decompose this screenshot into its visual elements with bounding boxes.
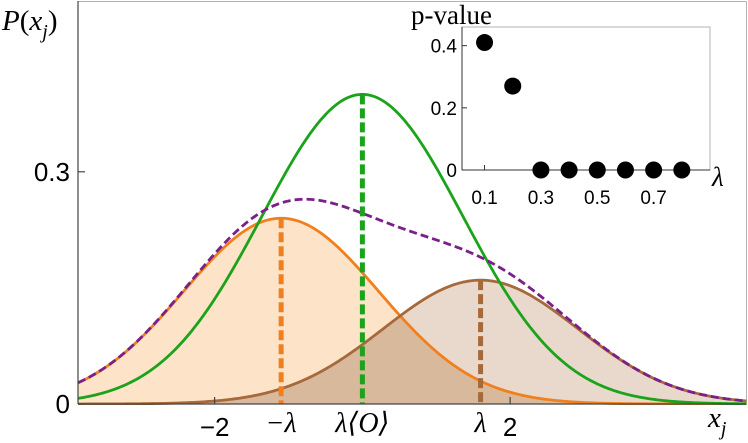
y-tick-label-0: 0 <box>56 389 70 419</box>
inset-x-axis-label: λ <box>711 162 724 192</box>
inset-y-tick-label-2: 0.4 <box>431 37 458 58</box>
inset-point-2 <box>532 161 550 179</box>
inset-y-tick-label-1: 0.2 <box>431 99 457 120</box>
inset-point-0 <box>476 34 494 52</box>
inset-x-tick-label-3: 0.7 <box>640 188 666 209</box>
x-tick-label-0: −2 <box>200 412 230 442</box>
x-marker-label-2: λ <box>474 408 487 439</box>
inset-point-3 <box>560 161 578 179</box>
inset-point-7 <box>673 161 691 179</box>
series-3-curve <box>78 197 747 403</box>
inset-x-tick-label-2: 0.5 <box>584 188 610 209</box>
inset-point-4 <box>588 161 606 179</box>
y-axis-label: P(xj) <box>1 5 58 43</box>
series-0-area <box>78 218 747 404</box>
inset-point-1 <box>504 77 522 95</box>
y-tick-label-1: 0.3 <box>34 157 70 187</box>
x-marker-label-1: λ⟨O⟩ <box>334 408 389 439</box>
inset-chart: p-value λ 0 0.2 0.4 0.1 0.3 0.5 0.7 <box>411 0 724 209</box>
inset-x-tick-label-1: 0.3 <box>528 188 554 209</box>
x-axis-label: xj <box>707 402 727 440</box>
series-2-curve <box>78 92 747 405</box>
inset-y-tick-label-0: 0 <box>446 161 457 182</box>
x-tick-label-1: 2 <box>503 412 517 442</box>
inset-x-tick-label-0: 0.1 <box>471 188 497 209</box>
inset-frame <box>461 26 711 171</box>
inset-point-6 <box>645 161 663 179</box>
inset-title: p-value <box>411 0 492 30</box>
x-marker-label-0: −λ <box>266 408 297 439</box>
inset-point-5 <box>616 161 634 179</box>
